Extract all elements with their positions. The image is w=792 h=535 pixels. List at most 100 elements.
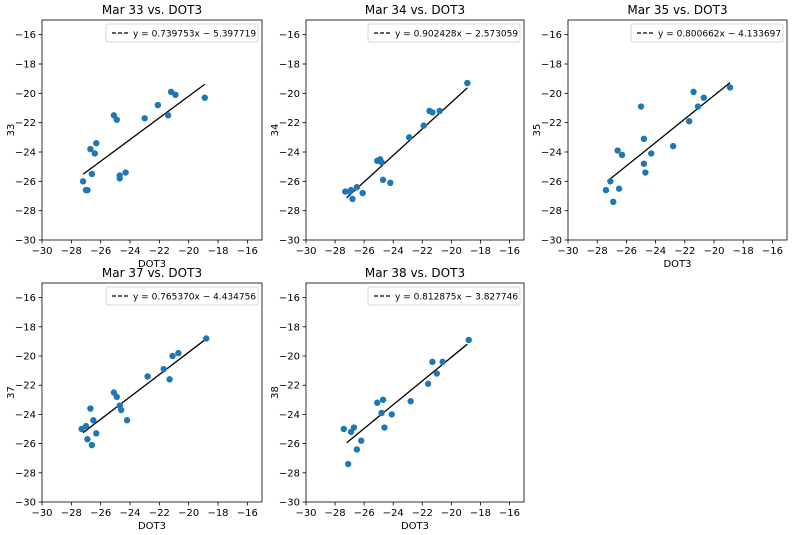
legend-box <box>630 23 784 43</box>
y-axis-label: 33 <box>6 124 17 137</box>
data-point <box>141 115 148 122</box>
data-point <box>602 186 610 194</box>
y-tick-label: −28 <box>15 206 36 217</box>
chart-title: Mar 38 vs. DOT3 <box>365 266 465 280</box>
data-point <box>378 409 385 417</box>
legend-box <box>367 23 521 43</box>
data-point <box>436 107 443 115</box>
y-tick-label: −18 <box>541 60 562 71</box>
data-point <box>347 186 355 194</box>
axes-frame <box>41 19 263 241</box>
y-tick-label: −26 <box>541 177 562 188</box>
y-tick-label: −28 <box>279 206 300 217</box>
x-axis-label: DOT3 <box>138 521 166 532</box>
x-tick-label: −26 <box>354 508 375 519</box>
data-point <box>607 178 614 185</box>
legend-label: y = 0.902428x − 2.573059 <box>395 30 518 40</box>
data-point <box>349 195 356 203</box>
data-point <box>144 373 151 380</box>
data-point <box>378 159 385 166</box>
data-point <box>118 406 125 414</box>
x-tick-label: −24 <box>383 508 404 519</box>
x-tick-label: −28 <box>325 508 346 519</box>
data-point <box>614 147 621 154</box>
data-point <box>160 365 167 373</box>
legend-box <box>105 286 259 306</box>
x-tick-label: −20 <box>178 246 199 257</box>
data-point <box>166 376 173 383</box>
data-point <box>164 112 172 119</box>
data-point <box>439 358 446 366</box>
data-point <box>353 184 361 191</box>
x-tick-label: −26 <box>354 246 375 257</box>
x-tick-label: −22 <box>412 508 433 519</box>
data-point <box>344 460 352 468</box>
y-tick-label: −16 <box>279 293 300 304</box>
data-point <box>433 370 440 377</box>
data-point <box>640 160 648 167</box>
y-axis-label: 38 <box>270 386 281 399</box>
axes-frame <box>41 282 263 503</box>
axes-frame <box>305 282 525 503</box>
fit-line <box>346 343 468 444</box>
x-tick-label: −18 <box>470 246 491 257</box>
x-tick-label: −30 <box>31 508 52 519</box>
data-point <box>381 424 388 431</box>
data-point <box>429 109 436 116</box>
data-point <box>88 441 96 449</box>
data-point <box>379 176 387 184</box>
x-tick-label: −30 <box>31 246 52 257</box>
y-tick-label: −30 <box>15 498 36 509</box>
y-tick-label: −22 <box>541 118 562 129</box>
x-tick-label: −18 <box>733 246 754 257</box>
legend: y = 0.739753x − 5.397719 <box>105 23 259 43</box>
x-tick-label: −28 <box>325 246 346 257</box>
data-point <box>420 122 427 129</box>
y-tick-label: −16 <box>541 30 562 41</box>
y-tick-label: −24 <box>541 148 562 159</box>
y-tick-label: −16 <box>279 30 300 41</box>
chart-title: Mar 35 vs. DOT3 <box>627 3 727 17</box>
y-tick-label: −30 <box>541 236 562 247</box>
data-point <box>203 335 210 342</box>
x-tick-label: −28 <box>61 246 82 257</box>
y-tick-label: −28 <box>541 206 562 217</box>
chart-title: Mar 34 vs. DOT3 <box>365 3 465 17</box>
data-point <box>82 422 90 430</box>
x-tick-label: −24 <box>119 508 140 519</box>
data-point <box>694 103 702 110</box>
data-point <box>615 185 623 192</box>
fit-line <box>346 87 468 199</box>
x-tick-label: −20 <box>441 246 462 257</box>
y-tick-label: −20 <box>15 89 36 100</box>
chart-title: Mar 37 vs. DOT3 <box>102 266 202 280</box>
y-tick-label: −24 <box>15 148 36 159</box>
data-point <box>93 430 100 437</box>
data-point <box>610 198 617 206</box>
axes-frame <box>305 19 525 241</box>
y-tick-label: −26 <box>279 439 300 450</box>
x-tick-label: −22 <box>674 246 695 257</box>
subplot-4: Mar 37 vs. DOT3−30−30−28−28−26−26−24−24−… <box>6 266 263 532</box>
subplot-3: Mar 35 vs. DOT3−30−30−28−28−26−26−24−24−… <box>532 3 788 270</box>
y-tick-label: −30 <box>15 236 36 247</box>
y-tick-label: −20 <box>279 89 300 100</box>
fit-line <box>82 339 206 434</box>
y-tick-label: −28 <box>279 468 300 479</box>
x-tick-label: −30 <box>295 508 316 519</box>
legend: y = 0.800662x − 4.133697 <box>630 23 784 43</box>
x-tick-label: −22 <box>412 246 433 257</box>
y-tick-label: −18 <box>279 322 300 333</box>
x-tick-label: −28 <box>61 508 82 519</box>
data-point <box>93 140 100 147</box>
y-axis-label: 35 <box>532 124 543 137</box>
data-point <box>90 417 97 424</box>
y-tick-label: −26 <box>279 177 300 188</box>
legend: y = 0.902428x − 2.573059 <box>367 23 521 43</box>
data-point <box>116 175 123 182</box>
fit-line <box>608 82 731 181</box>
y-tick-label: −24 <box>279 148 300 159</box>
data-point <box>700 94 707 101</box>
data-point <box>387 179 394 186</box>
data-point <box>84 436 91 443</box>
